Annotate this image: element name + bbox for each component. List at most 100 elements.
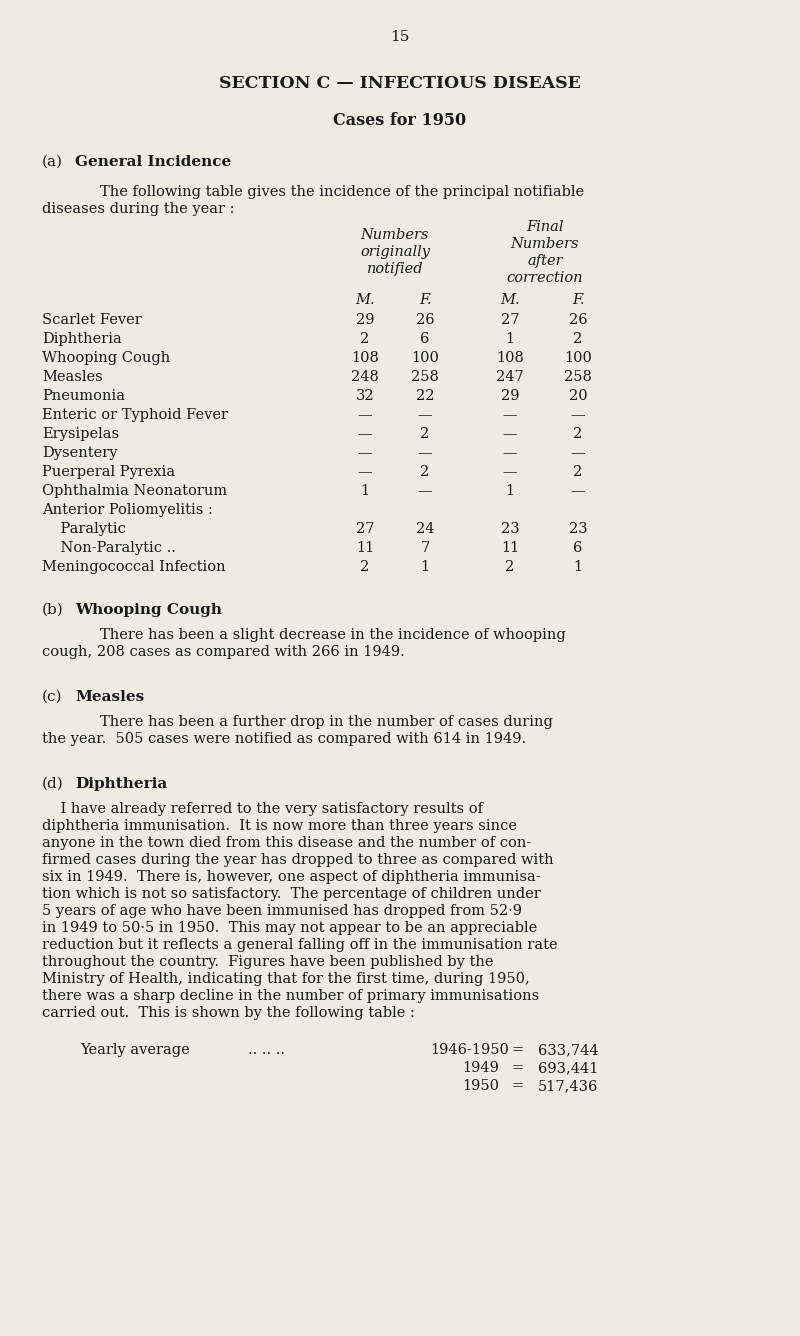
Text: (d): (d) (42, 778, 64, 791)
Text: M.: M. (500, 293, 520, 307)
Text: diphtheria immunisation.  It is now more than three years since: diphtheria immunisation. It is now more … (42, 819, 517, 834)
Text: Scarlet Fever: Scarlet Fever (42, 313, 142, 327)
Text: —: — (570, 407, 586, 422)
Text: F.: F. (418, 293, 431, 307)
Text: Ophthalmia Neonatorum: Ophthalmia Neonatorum (42, 484, 227, 498)
Text: Yearly average: Yearly average (80, 1043, 190, 1057)
Text: Whooping Cough: Whooping Cough (75, 603, 222, 617)
Text: 20: 20 (569, 389, 587, 403)
Text: 23: 23 (569, 522, 587, 536)
Text: 26: 26 (569, 313, 587, 327)
Text: 2: 2 (420, 428, 430, 441)
Text: —: — (358, 446, 372, 460)
Text: Numbers: Numbers (510, 236, 579, 251)
Text: The following table gives the incidence of the principal notifiable: The following table gives the incidence … (100, 184, 584, 199)
Text: Paralytic: Paralytic (42, 522, 126, 536)
Text: 6: 6 (420, 333, 430, 346)
Text: =: = (512, 1079, 524, 1093)
Text: (a): (a) (42, 155, 63, 168)
Text: F.: F. (572, 293, 584, 307)
Text: 2: 2 (574, 465, 582, 480)
Text: —: — (502, 465, 518, 480)
Text: Final: Final (526, 220, 564, 234)
Text: anyone in the town died from this disease and the number of con-: anyone in the town died from this diseas… (42, 836, 531, 850)
Text: the year.  505 cases were notified as compared with 614 in 1949.: the year. 505 cases were notified as com… (42, 732, 526, 745)
Text: General Incidence: General Incidence (75, 155, 231, 168)
Text: carried out.  This is shown by the following table :: carried out. This is shown by the follow… (42, 1006, 415, 1019)
Text: 517,436: 517,436 (538, 1079, 598, 1093)
Text: 29: 29 (501, 389, 519, 403)
Text: reduction but it reflects a general falling off in the immunisation rate: reduction but it reflects a general fall… (42, 938, 558, 953)
Text: 26: 26 (416, 313, 434, 327)
Text: 6: 6 (574, 541, 582, 554)
Text: 693,441: 693,441 (538, 1061, 598, 1075)
Text: 108: 108 (351, 351, 379, 365)
Text: (c): (c) (42, 689, 62, 704)
Text: —: — (418, 484, 432, 498)
Text: 2: 2 (360, 560, 370, 574)
Text: —: — (358, 428, 372, 441)
Text: 11: 11 (356, 541, 374, 554)
Text: throughout the country.  Figures have been published by the: throughout the country. Figures have bee… (42, 955, 494, 969)
Text: Non-Paralytic ..: Non-Paralytic .. (42, 541, 176, 554)
Text: Ministry of Health, indicating that for the first time, during 1950,: Ministry of Health, indicating that for … (42, 973, 530, 986)
Text: Diphtheria: Diphtheria (75, 778, 167, 791)
Text: —: — (418, 407, 432, 422)
Text: Whooping Cough: Whooping Cough (42, 351, 170, 365)
Text: 15: 15 (390, 29, 410, 44)
Text: M.: M. (355, 293, 375, 307)
Text: after: after (527, 254, 563, 269)
Text: —: — (358, 465, 372, 480)
Text: 1946-1950: 1946-1950 (430, 1043, 509, 1057)
Text: =: = (512, 1043, 524, 1057)
Text: there was a sharp decline in the number of primary immunisations: there was a sharp decline in the number … (42, 989, 539, 1003)
Text: 7: 7 (420, 541, 430, 554)
Text: Enteric or Typhoid Fever: Enteric or Typhoid Fever (42, 407, 228, 422)
Text: (b): (b) (42, 603, 64, 617)
Text: 2: 2 (360, 333, 370, 346)
Text: 633,744: 633,744 (538, 1043, 598, 1057)
Text: —: — (570, 446, 586, 460)
Text: Pneumonia: Pneumonia (42, 389, 125, 403)
Text: 1: 1 (506, 484, 514, 498)
Text: —: — (418, 446, 432, 460)
Text: 2: 2 (420, 465, 430, 480)
Text: 1950: 1950 (462, 1079, 499, 1093)
Text: =: = (512, 1061, 524, 1075)
Text: Puerperal Pyrexia: Puerperal Pyrexia (42, 465, 175, 480)
Text: 27: 27 (356, 522, 374, 536)
Text: 11: 11 (501, 541, 519, 554)
Text: diseases during the year :: diseases during the year : (42, 202, 234, 216)
Text: in 1949 to 50·5 in 1950.  This may not appear to be an appreciable: in 1949 to 50·5 in 1950. This may not ap… (42, 921, 538, 935)
Text: There has been a further drop in the number of cases during: There has been a further drop in the num… (100, 715, 553, 729)
Text: tion which is not so satisfactory.  The percentage of children under: tion which is not so satisfactory. The p… (42, 887, 541, 900)
Text: cough, 208 cases as compared with 266 in 1949.: cough, 208 cases as compared with 266 in… (42, 645, 405, 659)
Text: 1: 1 (421, 560, 430, 574)
Text: notified: notified (366, 262, 423, 277)
Text: Numbers: Numbers (361, 228, 430, 242)
Text: Meningococcal Infection: Meningococcal Infection (42, 560, 226, 574)
Text: 1949: 1949 (462, 1061, 499, 1075)
Text: 24: 24 (416, 522, 434, 536)
Text: 32: 32 (356, 389, 374, 403)
Text: Dysentery: Dysentery (42, 446, 118, 460)
Text: 29: 29 (356, 313, 374, 327)
Text: Erysipelas: Erysipelas (42, 428, 119, 441)
Text: 1: 1 (574, 560, 582, 574)
Text: 1: 1 (361, 484, 370, 498)
Text: There has been a slight decrease in the incidence of whooping: There has been a slight decrease in the … (100, 628, 566, 643)
Text: 5 years of age who have been immunised has dropped from 52·9: 5 years of age who have been immunised h… (42, 904, 522, 918)
Text: Anterior Poliomyelitis :: Anterior Poliomyelitis : (42, 502, 213, 517)
Text: 108: 108 (496, 351, 524, 365)
Text: 258: 258 (411, 370, 439, 383)
Text: 258: 258 (564, 370, 592, 383)
Text: 2: 2 (574, 428, 582, 441)
Text: 248: 248 (351, 370, 379, 383)
Text: —: — (502, 407, 518, 422)
Text: Cases for 1950: Cases for 1950 (334, 112, 466, 130)
Text: —: — (358, 407, 372, 422)
Text: originally: originally (360, 244, 430, 259)
Text: I have already referred to the very satisfactory results of: I have already referred to the very sati… (42, 802, 483, 816)
Text: .. .. ..: .. .. .. (248, 1043, 285, 1057)
Text: 100: 100 (564, 351, 592, 365)
